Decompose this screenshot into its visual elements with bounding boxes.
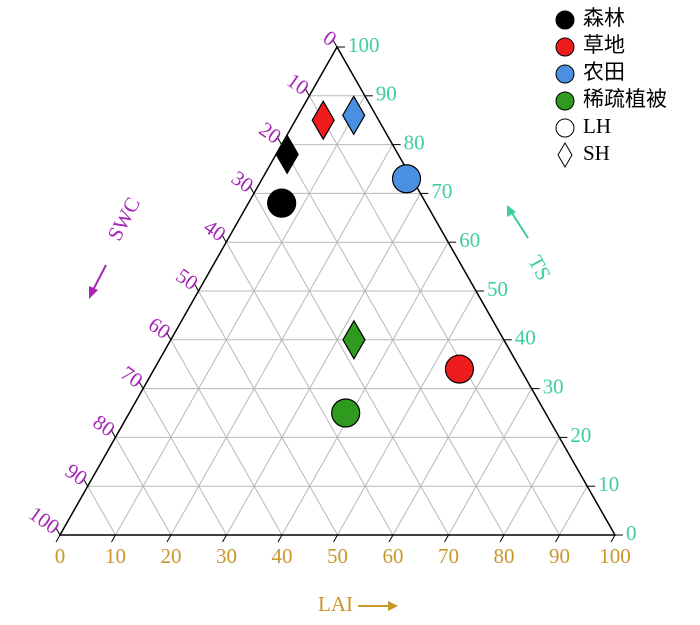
grid-line xyxy=(337,290,477,536)
grid-line xyxy=(198,290,338,536)
grid-line xyxy=(559,485,588,536)
legend-label: 农田 xyxy=(583,60,625,84)
axis-label: SWC xyxy=(102,193,145,244)
tick-mark xyxy=(55,527,61,536)
tick-mark xyxy=(388,534,394,543)
ts-tick-label: 30 xyxy=(543,374,564,398)
legend-swatch xyxy=(557,142,573,168)
tick-mark xyxy=(83,478,89,487)
data-point xyxy=(275,134,299,175)
legend-label: SH xyxy=(583,141,610,165)
x-tick-label: 0 xyxy=(55,544,66,568)
grid-line xyxy=(281,144,505,536)
ts-tick-label: 20 xyxy=(570,423,591,447)
arrowhead xyxy=(89,286,98,299)
x-tick-label: 30 xyxy=(216,544,237,568)
tick-mark xyxy=(194,283,199,292)
legend-label: LH xyxy=(583,114,611,138)
lai-axis-title: LAI xyxy=(318,592,398,616)
legend-label: 稀疏植被 xyxy=(583,87,667,111)
x-tick-label: 90 xyxy=(549,544,570,568)
data-point xyxy=(391,164,422,194)
grid-line xyxy=(114,437,172,536)
x-tick-label: 80 xyxy=(494,544,515,568)
tick-mark xyxy=(222,534,227,543)
tick-mark xyxy=(333,534,338,543)
tick-mark xyxy=(166,332,172,341)
grid-line xyxy=(226,193,421,536)
legend-swatch xyxy=(555,118,575,138)
arrowhead xyxy=(507,205,516,217)
tick-mark xyxy=(249,186,255,194)
ts-tick-label: 90 xyxy=(376,82,397,106)
tick-mark xyxy=(111,534,116,543)
x-tick-label: 100 xyxy=(599,544,631,568)
grid-line xyxy=(170,339,283,536)
legend-label: 草地 xyxy=(583,33,625,57)
data-point xyxy=(444,354,475,384)
data-point xyxy=(331,398,361,428)
ts-axis-title: TS xyxy=(523,251,556,284)
grid-line xyxy=(87,485,116,536)
grid xyxy=(87,95,588,536)
ts-tick-label: 40 xyxy=(515,326,536,350)
x-tick-label: 20 xyxy=(161,544,182,568)
tick-mark xyxy=(304,88,310,97)
grid-line xyxy=(115,95,366,536)
grid-line xyxy=(142,388,227,536)
data-point xyxy=(342,319,366,360)
data-point xyxy=(267,188,297,218)
tick-mark xyxy=(444,534,449,543)
x-tick-label: 70 xyxy=(438,544,459,568)
arrow xyxy=(509,209,529,239)
grid-line xyxy=(448,388,533,536)
tick-mark xyxy=(55,534,61,543)
legend-swatch xyxy=(555,37,575,57)
grid-line xyxy=(308,95,560,536)
tick-mark xyxy=(277,137,283,145)
axis-label: TS xyxy=(523,251,556,284)
data-point xyxy=(311,100,335,141)
tick-mark xyxy=(277,534,283,543)
tick-mark xyxy=(221,234,227,243)
ts-tick-label: 70 xyxy=(431,179,452,203)
axis-label: LAI xyxy=(318,592,353,616)
legend-label: 森林 xyxy=(583,6,625,30)
legend-swatch xyxy=(555,64,575,84)
ts-tick-label: 50 xyxy=(487,277,508,301)
x-tick-label: 50 xyxy=(327,544,348,568)
grid-line xyxy=(253,193,449,536)
arrowhead xyxy=(388,601,398,611)
swc-axis-title: SWC xyxy=(102,193,145,244)
x-tick-label: 40 xyxy=(272,544,293,568)
ts-tick-label: 10 xyxy=(598,472,619,496)
tick-mark xyxy=(332,39,338,48)
x-tick-label: 10 xyxy=(105,544,126,568)
tick-mark xyxy=(138,381,144,389)
tick-mark xyxy=(610,534,616,543)
swc-tick-label: 100 xyxy=(25,501,65,539)
tick-mark xyxy=(499,534,505,543)
tick-mark xyxy=(110,430,116,438)
arrow xyxy=(91,264,107,293)
tick-mark xyxy=(555,534,560,543)
ts-tick-label: 100 xyxy=(348,33,380,57)
x-tick-label: 60 xyxy=(383,544,404,568)
legend-swatch xyxy=(555,10,575,30)
tick-mark xyxy=(166,534,172,543)
ts-tick-label: 60 xyxy=(459,228,480,252)
ts-tick-label: 0 xyxy=(626,521,637,545)
grid-line xyxy=(225,241,394,536)
data-point xyxy=(342,95,366,136)
legend-swatch xyxy=(555,91,575,111)
ts-tick-label: 80 xyxy=(404,130,425,154)
